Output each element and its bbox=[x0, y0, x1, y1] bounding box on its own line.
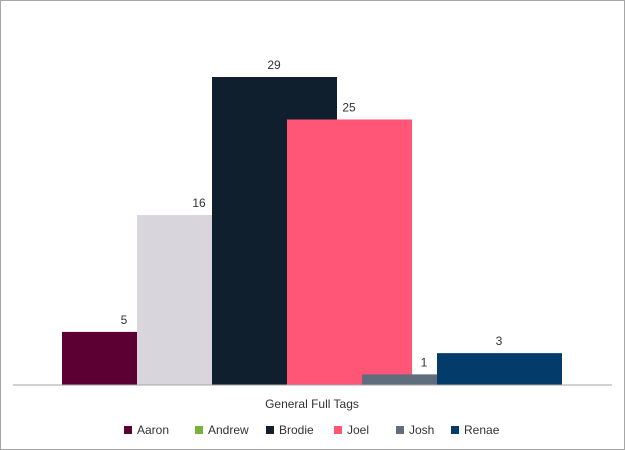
data-label-josh: 1 bbox=[421, 355, 428, 369]
legend-label-aaron: Aaron bbox=[137, 423, 169, 437]
bar-unlabeled bbox=[137, 215, 212, 385]
bar-josh bbox=[362, 374, 437, 385]
bar-aaron bbox=[62, 331, 137, 385]
category-label: General Full Tags bbox=[265, 397, 359, 411]
data-label-renae: 3 bbox=[496, 334, 503, 348]
data-labels-group: 5 16 29 25 1 3 bbox=[121, 58, 503, 369]
legend-swatch-joel bbox=[334, 426, 342, 434]
legend: Aaron Andrew Brodie Joel Josh Renae bbox=[124, 423, 500, 437]
legend-swatch-renae bbox=[451, 426, 459, 434]
legend-swatch-andrew bbox=[195, 426, 203, 434]
legend-label-joel: Joel bbox=[347, 423, 369, 437]
data-label-joel: 25 bbox=[342, 100, 356, 114]
bars-group bbox=[62, 77, 562, 385]
legend-label-brodie: Brodie bbox=[279, 423, 314, 437]
data-label-brodie: 29 bbox=[267, 58, 281, 72]
data-label-aaron: 5 bbox=[121, 313, 128, 327]
data-label-unlabeled: 16 bbox=[192, 196, 206, 210]
legend-swatch-josh bbox=[396, 426, 404, 434]
legend-label-josh: Josh bbox=[409, 423, 434, 437]
legend-label-andrew: Andrew bbox=[208, 423, 249, 437]
legend-label-renae: Renae bbox=[464, 423, 500, 437]
legend-swatch-aaron bbox=[124, 426, 132, 434]
bar-renae bbox=[437, 353, 562, 385]
legend-swatch-brodie bbox=[266, 426, 274, 434]
bar-joel bbox=[287, 119, 412, 385]
